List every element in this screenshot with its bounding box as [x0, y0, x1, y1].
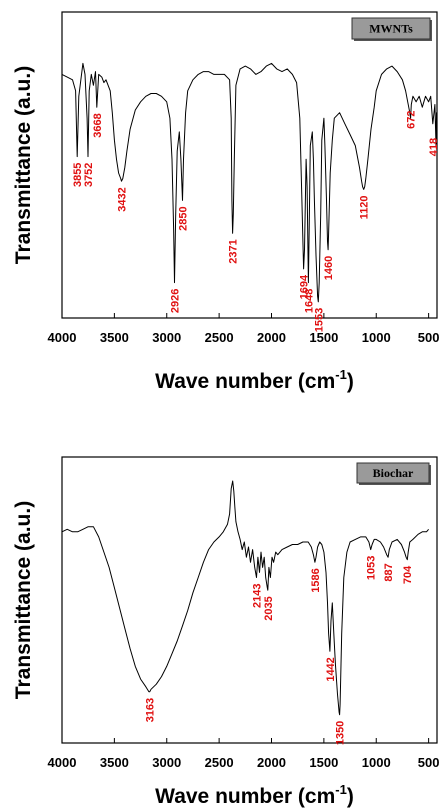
peak-label: 1648	[303, 289, 315, 313]
peak-label: 1053	[366, 556, 378, 580]
biochar-ftir-panel: 4000 3500 3000 2500 2000 1500 1000 500 Wave numb…	[0, 405, 444, 810]
peak-label: 418	[428, 138, 440, 156]
peak-label: 3855	[72, 163, 84, 187]
peak-label: 704	[402, 565, 414, 584]
legend-badge	[356, 462, 430, 484]
x-tick-label: 1500	[309, 755, 338, 770]
peak-label: 3163	[145, 698, 157, 722]
x-tick-label: 3000	[152, 330, 181, 345]
peak-label: 1586	[310, 568, 322, 592]
y-axis-title: Transmittance (a.u.)	[12, 501, 35, 699]
peak-label: 1442	[325, 657, 337, 681]
legend-badge-label: Biochar	[373, 466, 414, 480]
x-axis-title: Wave number (cm-1)	[155, 367, 354, 393]
mwnts-ftir-panel: 4000 3500 3000 2500 2000 1500 1000 500 Wave numb…	[0, 0, 444, 395]
plot-frame	[61, 11, 438, 319]
peak-label: 1553	[313, 308, 325, 332]
x-tick-label: 2500	[205, 755, 234, 770]
peak-label: 2926	[170, 289, 182, 313]
plot-frame	[61, 456, 438, 744]
legend-badge	[351, 17, 431, 40]
biochar-ftir-chart: 4000 3500 3000 2500 2000 1500 1000 500 Wave numb…	[12, 456, 440, 808]
peak-label: 1350	[335, 721, 347, 745]
x-tick-label: 4000	[48, 330, 77, 345]
spectrum-line	[61, 480, 429, 716]
peak-label: 1460	[323, 256, 335, 280]
x-tick-label: 4000	[48, 755, 77, 770]
y-axis-title: Transmittance (a.u.)	[12, 66, 35, 264]
peak-label: 2143	[252, 584, 264, 608]
x-tick-label: 2000	[257, 330, 286, 345]
peak-label: 3432	[116, 187, 128, 211]
peak-label: 2850	[177, 206, 189, 230]
x-tick-label: 1000	[362, 330, 391, 345]
x-axis-title: Wave number (cm-1)	[155, 782, 354, 808]
x-tick-label: 3500	[100, 330, 129, 345]
x-tick-label: 1000	[362, 755, 391, 770]
peak-label: 887	[383, 563, 395, 581]
legend-badge-label: MWNTs	[369, 22, 413, 36]
x-tick-label: 1500	[309, 330, 338, 345]
peak-label: 1120	[359, 195, 371, 219]
x-tick-label: 3000	[152, 755, 181, 770]
mwnts-ftir-chart: 4000 3500 3000 2500 2000 1500 1000 500 Wave numb…	[12, 11, 440, 393]
spectrum-line	[61, 62, 438, 303]
x-tick-label: 3500	[100, 755, 129, 770]
peak-label: 3752	[83, 163, 95, 187]
peak-label: 672	[406, 111, 418, 129]
peak-label: 3668	[92, 113, 104, 137]
x-tick-label: 500	[418, 755, 440, 770]
peak-label: 2035	[263, 596, 275, 620]
x-tick-label: 2000	[257, 755, 286, 770]
peak-label: 1694	[299, 274, 311, 299]
peak-label: 2371	[228, 239, 240, 263]
x-tick-label: 2500	[205, 330, 234, 345]
x-tick-label: 500	[418, 330, 440, 345]
